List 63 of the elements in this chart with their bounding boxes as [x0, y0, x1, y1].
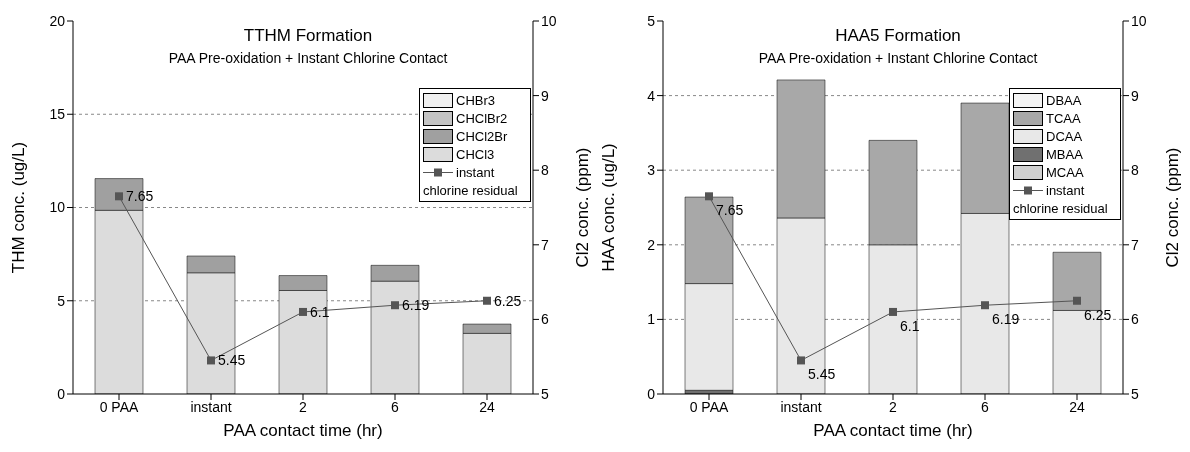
data-label: 7.65	[716, 202, 744, 219]
y-tick-label: 4	[647, 87, 656, 104]
y-tick-label: 1	[647, 311, 656, 328]
y-tick-label: 15	[49, 106, 66, 123]
chart-title: TTHM Formation	[242, 26, 374, 46]
x-tick-label: 0 PAA	[689, 398, 729, 415]
y-axis-title: THM conc. (ug/L)	[9, 141, 29, 274]
y-tick-label: 20	[49, 12, 66, 29]
legend-label: DCAA	[1046, 129, 1083, 145]
legend-label: DBAA	[1046, 93, 1082, 109]
legend-label: CHClBr2	[456, 111, 508, 127]
legend-label: CHBr3	[456, 93, 496, 109]
x-tick-label: 24	[1069, 398, 1085, 415]
text: PAA Pre-oxidation + Instant Chlorine Contact	[167, 50, 449, 66]
y2-tick-label: 6	[541, 311, 549, 328]
legend-label: instant chlorine residual	[1013, 183, 1108, 217]
y2-tick-label: 5	[541, 385, 549, 402]
data-label: 6.25	[1084, 306, 1112, 323]
y2-tick-label: 10	[1131, 12, 1147, 29]
x-tick-label: 6	[391, 398, 400, 415]
y2-tick-label: 8	[1131, 162, 1139, 179]
y-tick-label: 3	[647, 162, 656, 179]
x-tick-label: 2	[299, 398, 308, 415]
legend-label: CHCl3	[456, 147, 495, 163]
legend-label: MCAA	[1046, 165, 1084, 181]
y-tick-label: 0	[647, 385, 656, 402]
text: PAA Pre-oxidation + Instant Chlorine Contact	[757, 50, 1039, 66]
legend-label: CHCl2Br	[456, 129, 508, 145]
data-label: 6.19	[992, 311, 1020, 328]
data-label: 5.45	[218, 352, 246, 369]
legend-label: MBAA	[1046, 147, 1083, 163]
y2-tick-label: 7	[1131, 236, 1139, 253]
y2-axis-title: Cl2 conc. (ppm)	[1163, 147, 1183, 268]
y-tick-label: 0	[57, 385, 66, 402]
x-tick-label: 2	[889, 398, 898, 415]
data-label: 6.1	[310, 303, 330, 320]
legend-label: instant chlorine residual	[423, 165, 518, 199]
y2-tick-label: 7	[541, 236, 549, 253]
y-tick-label: 2	[647, 236, 656, 253]
y2-tick-label: 9	[541, 87, 549, 104]
x-tick-label: instant	[190, 398, 232, 415]
legend-label: TCAA	[1046, 111, 1081, 127]
y-tick-label: 5	[57, 292, 66, 309]
x-axis-title: PAA contact time (hr)	[813, 421, 973, 440]
data-label: 5.45	[808, 366, 836, 383]
x-tick-label: 6	[981, 398, 990, 415]
data-label: 6.1	[900, 317, 920, 334]
y2-tick-label: 8	[541, 162, 549, 179]
x-tick-label: instant	[780, 398, 822, 415]
y2-tick-label: 6	[1131, 311, 1139, 328]
data-label: 6.25	[494, 292, 522, 309]
y2-tick-label: 5	[1131, 385, 1139, 402]
y2-axis-title: Cl2 conc. (ppm)	[573, 147, 593, 268]
x-tick-label: 0 PAA	[99, 398, 139, 415]
y-tick-label: 10	[49, 199, 66, 216]
x-axis-title: PAA contact time (hr)	[223, 421, 383, 440]
x-tick-label: 24	[479, 398, 495, 415]
chart-title: HAA5 Formation	[834, 26, 962, 46]
y2-tick-label: 10	[541, 12, 557, 29]
data-label: 6.19	[402, 297, 430, 314]
y-axis-title: HAA conc. (ug/L)	[599, 143, 619, 272]
y-tick-label: 5	[647, 12, 656, 29]
y2-tick-label: 9	[1131, 87, 1139, 104]
